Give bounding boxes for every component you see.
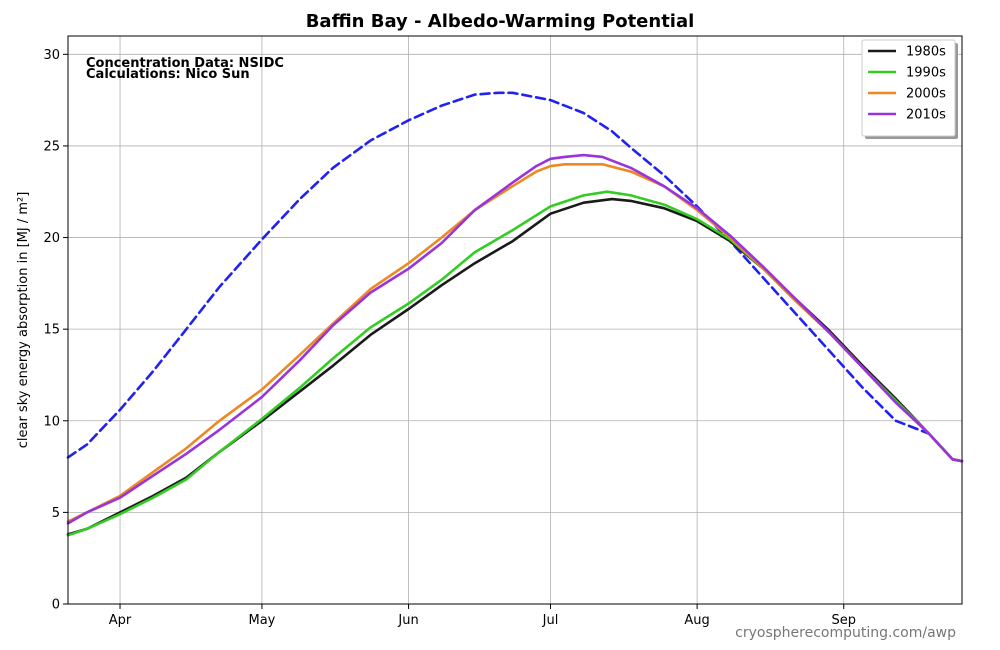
x-tick-label: May bbox=[248, 613, 275, 628]
y-tick-label: 30 bbox=[43, 48, 60, 63]
axes: 0 5 10 15 20 25 30 Apr May Jun Jul Aug Sep bbox=[43, 48, 856, 628]
legend-label-2010s: 2010s bbox=[906, 108, 946, 123]
series-line-1990s bbox=[66, 190, 964, 537]
x-tick-label: Jul bbox=[542, 613, 559, 628]
y-tick-label: 25 bbox=[43, 139, 60, 154]
credit-text: cryospherecomputing.com/awp bbox=[735, 625, 956, 641]
x-tick-label: Apr bbox=[109, 613, 132, 628]
chart-title: Baffin Bay - Albedo-Warming Potential bbox=[306, 11, 695, 32]
series-line-reference bbox=[66, 91, 964, 463]
series-line-2010s bbox=[66, 153, 964, 525]
legend-box bbox=[861, 39, 956, 137]
y-tick-label: 10 bbox=[43, 414, 60, 429]
legend-label-1990s: 1990s bbox=[906, 66, 946, 81]
x-tick-label: Aug bbox=[684, 613, 709, 628]
y-tick-label: 20 bbox=[43, 231, 60, 246]
plot-area-frame bbox=[67, 35, 963, 605]
series-lines bbox=[66, 91, 964, 537]
x-tick-label: Jun bbox=[397, 613, 418, 628]
series-line-1980s bbox=[66, 197, 964, 536]
grid bbox=[68, 36, 962, 605]
y-axis-label: clear sky energy absorption in [MJ / m²] bbox=[16, 192, 31, 449]
legend-label-1980s: 1980s bbox=[906, 45, 946, 60]
legend-label-2000s: 2000s bbox=[906, 87, 946, 102]
x-tick-label: Sep bbox=[831, 613, 856, 628]
y-tick-label: 15 bbox=[43, 323, 60, 338]
legend: 1980s 1990s 2000s 2010s bbox=[861, 39, 958, 139]
annotation-concentration: Concentration Data: NSIDC bbox=[86, 56, 284, 71]
annotation-calculations: Calculations: Nico Sun bbox=[86, 67, 250, 82]
y-tick-label: 5 bbox=[52, 506, 60, 521]
y-tick-label: 0 bbox=[52, 598, 60, 613]
